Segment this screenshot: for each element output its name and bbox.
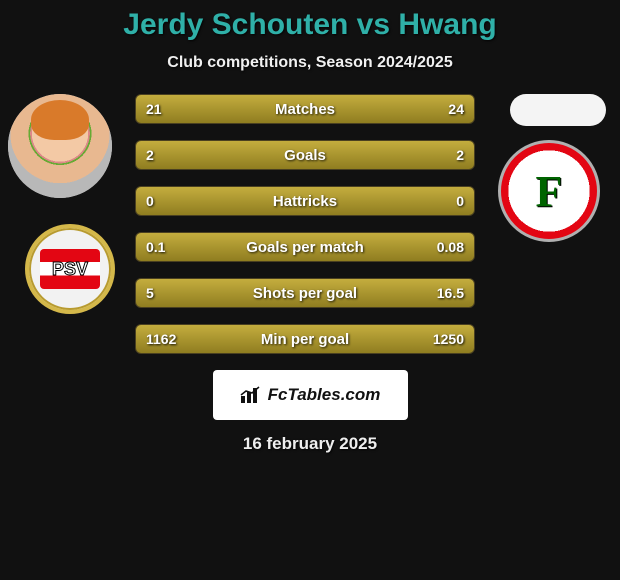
stats-bars: 21 Matches 24 2 Goals 2 0 Hattricks 0 0.… (135, 94, 475, 354)
stat-right-value: 2 (456, 147, 464, 163)
stat-left-value: 21 (146, 101, 162, 117)
player-left-photo (8, 94, 112, 198)
psv-badge: PSV (40, 249, 100, 289)
stat-label: Goals per match (246, 239, 364, 256)
stat-label: Hattricks (273, 193, 337, 210)
stat-row-matches: 21 Matches 24 (135, 94, 475, 124)
stat-left-value: 1162 (146, 331, 176, 347)
stat-right-value: 0 (456, 193, 464, 209)
stat-row-min-per-goal: 1162 Min per goal 1250 (135, 324, 475, 354)
feyenoord-badge: F (536, 166, 563, 217)
stat-right-value: 0.08 (437, 239, 464, 255)
stat-label: Shots per goal (253, 285, 357, 302)
stat-row-goals-per-match: 0.1 Goals per match 0.08 (135, 232, 475, 262)
stat-right-value: 16.5 (437, 285, 464, 301)
stat-label: Goals (284, 147, 326, 164)
stat-label: Matches (275, 101, 335, 118)
brand-text: FcTables.com (268, 385, 381, 405)
stat-left-value: 0.1 (146, 239, 165, 255)
stat-right-value: 1250 (433, 331, 464, 347)
stat-row-goals: 2 Goals 2 (135, 140, 475, 170)
stat-row-shots-per-goal: 5 Shots per goal 16.5 (135, 278, 475, 308)
player-right-photo (510, 94, 606, 126)
stat-right-value: 24 (448, 101, 464, 117)
stat-left-value: 2 (146, 147, 154, 163)
club-right-logo: F (498, 140, 600, 242)
stat-left-value: 5 (146, 285, 154, 301)
fctables-badge[interactable]: FcTables.com (213, 370, 408, 420)
stats-area: PSV F 21 Matches 24 2 Goals 2 0 Hattrick… (0, 94, 620, 354)
stat-left-value: 0 (146, 193, 154, 209)
club-left-logo: PSV (25, 224, 115, 314)
subtitle: Club competitions, Season 2024/2025 (0, 54, 620, 72)
chart-icon (240, 386, 262, 404)
page-title: Jerdy Schouten vs Hwang (0, 8, 620, 42)
comparison-card: Jerdy Schouten vs Hwang Club competition… (0, 0, 620, 580)
stat-row-hattricks: 0 Hattricks 0 (135, 186, 475, 216)
avatar (8, 94, 112, 198)
date-line: 16 february 2025 (0, 434, 620, 454)
stat-label: Min per goal (261, 331, 349, 348)
